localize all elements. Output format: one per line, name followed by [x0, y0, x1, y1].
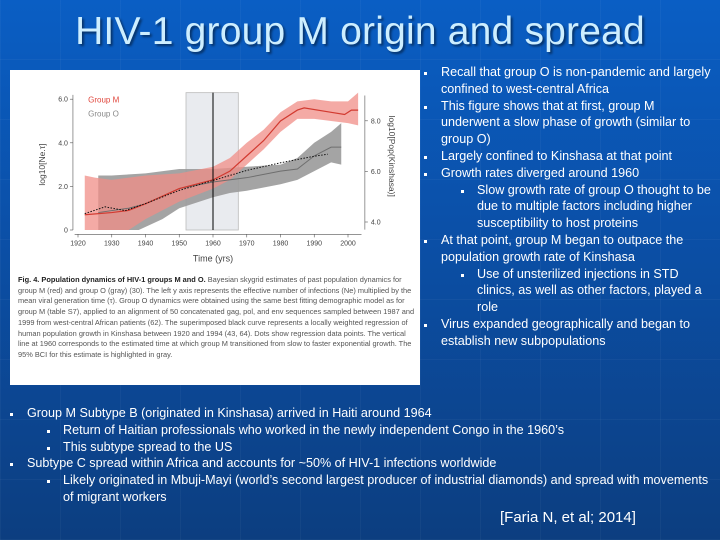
bullet-item: Subtype C spread within Africa and accou…: [9, 455, 709, 472]
x-tick-label: 1940: [138, 240, 154, 247]
sub-bullet-item: Return of Haitian professionals who work…: [9, 422, 709, 439]
bullet-item: At that point, group M began to outpace …: [423, 232, 715, 266]
y-tick-label: 4.0: [58, 140, 68, 147]
bullet-item: Recall that group O is non-pandemic and …: [423, 64, 715, 98]
slide-title: HIV-1 group M origin and spread: [75, 10, 645, 53]
bullet-item: Growth rates diverged around 1960: [423, 165, 715, 182]
y-tick-label: 2.0: [58, 184, 68, 191]
right-bullet-list: Recall that group O is non-pandemic and …: [423, 64, 715, 350]
population-dynamics-chart: 1920 1930 1940 1950 1960 1970 1980 1990 2000 0 2.0…: [37, 92, 397, 263]
y-tick-label: 0: [64, 228, 68, 235]
y-axis-label: log10[Ne.τ]: [37, 144, 47, 186]
x-tick-label: 1950: [171, 240, 187, 247]
bullet-item: This figure shows that at first, group M…: [423, 98, 715, 148]
caption-title: Fig. 4. Population dynamics of HIV-1 gro…: [18, 275, 206, 284]
group-m-band: [84, 92, 359, 230]
sub-bullet-item: This subtype spread to the US: [9, 439, 709, 456]
bottom-bullet-list: Group M Subtype B (originated in Kinshas…: [9, 405, 709, 506]
y-right-tick-label: 8.0: [371, 118, 381, 125]
x-tick-label: 1920: [70, 240, 86, 247]
figure-panel: 1920 1930 1940 1950 1960 1970 1980 1990 2000 0 2.0…: [10, 70, 420, 385]
x-tick-label: 2000: [340, 240, 356, 247]
x-tick-label: 1990: [306, 240, 322, 247]
figure-caption: Fig. 4. Population dynamics of HIV-1 gro…: [18, 275, 418, 361]
x-tick-label: 1970: [239, 240, 255, 247]
caption-text: Bayesian skygrid estimates of past popul…: [18, 275, 415, 359]
bullet-item: Group M Subtype B (originated in Kinshas…: [9, 405, 709, 422]
x-tick-label: 1980: [273, 240, 289, 247]
kinshasa-line: [84, 153, 328, 215]
sub-bullet-item: Likely originated in Mbuji-Mayi (world’s…: [9, 472, 709, 506]
y-right-tick-label: 4.0: [371, 220, 381, 227]
legend-group-o: Group O: [88, 110, 119, 119]
bullet-item: Largely confined to Kinshasa at that poi…: [423, 148, 715, 165]
sub-bullet-item: Use of unsterilized injections in STD cl…: [423, 266, 715, 316]
x-tick-label: 1930: [104, 240, 120, 247]
bullet-item: Virus expanded geographically and began …: [423, 316, 715, 350]
y-right-axis-label: log10[Pop(Kinshasa)]: [387, 116, 397, 197]
citation: [Faria N, et al; 2014]: [500, 509, 636, 526]
x-axis-label: Time (yrs): [193, 253, 233, 263]
sub-bullet-item: Slow growth rate of group O thought to b…: [423, 182, 715, 232]
x-tick-label: 1960: [205, 240, 221, 247]
y-right-tick-label: 6.0: [371, 169, 381, 176]
legend-group-m: Group M: [88, 95, 119, 104]
y-tick-label: 6.0: [58, 97, 68, 104]
